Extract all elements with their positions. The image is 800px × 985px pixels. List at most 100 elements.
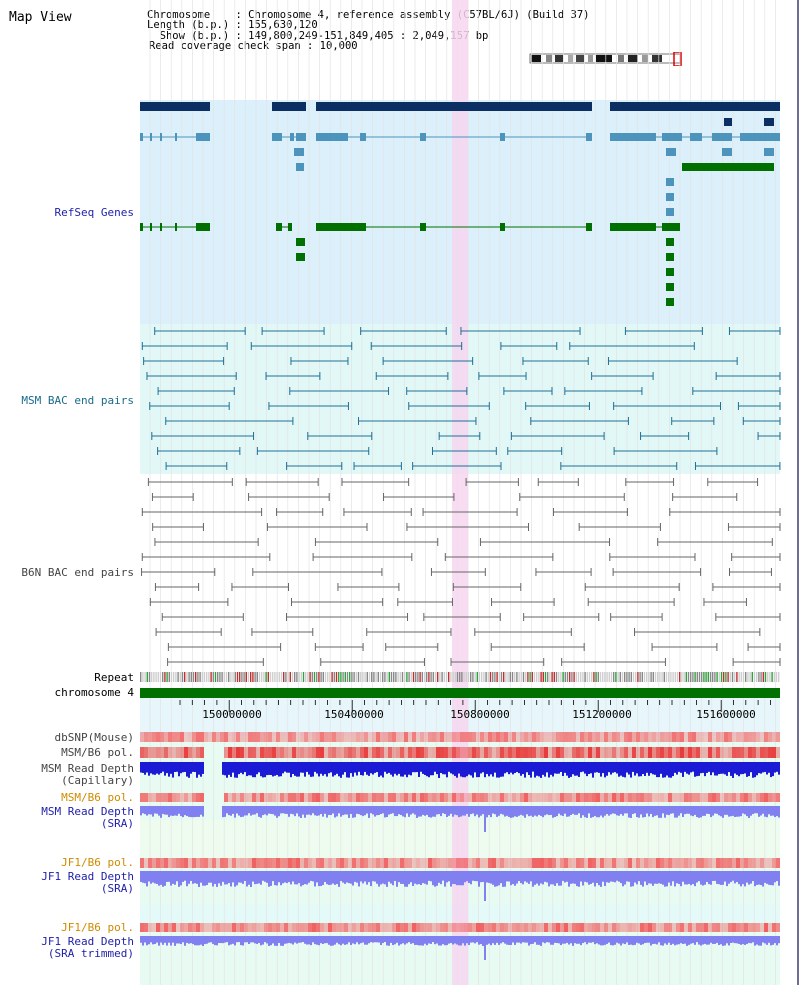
dbsnp-cell bbox=[720, 732, 724, 742]
jf1-pol-trim-cell bbox=[512, 923, 516, 932]
jf1-pol-trim-cell bbox=[360, 923, 364, 932]
jf1-trim-depth-bar bbox=[558, 936, 560, 944]
jf1-pol-trim-cell bbox=[220, 923, 224, 932]
msm-capillary-depth-bar bbox=[590, 762, 592, 774]
jf1-pol-cell bbox=[236, 858, 240, 868]
repeat-feature bbox=[558, 672, 560, 682]
msm-capillary-depth-bar bbox=[466, 762, 468, 777]
msm-pol-sra-cell bbox=[500, 793, 504, 802]
jf1-trim-depth-bar bbox=[456, 936, 458, 945]
dbsnp-cell bbox=[148, 732, 152, 742]
jf1-sra-depth-bar bbox=[148, 871, 150, 882]
jf1-trim-depth-bar bbox=[690, 936, 692, 944]
jf1-sra-depth-bar bbox=[674, 871, 676, 887]
jf1-sra-depth-bar bbox=[142, 871, 144, 883]
jf1-pol-cell bbox=[700, 858, 704, 868]
msm-capillary-depth-bar bbox=[270, 762, 272, 776]
repeat-feature bbox=[195, 672, 197, 682]
jf1-sra-depth-bar bbox=[450, 871, 452, 887]
msm-capillary-depth-bar bbox=[774, 762, 776, 773]
jf1-pol-cell bbox=[428, 858, 432, 868]
jf1-trim-depth-bar bbox=[540, 936, 542, 946]
jf1-trim-depth-bar bbox=[352, 936, 354, 944]
repeat-feature bbox=[547, 672, 549, 682]
dbsnp-cell bbox=[216, 732, 220, 742]
jf1-sra-depth-bar bbox=[216, 871, 218, 887]
jf1-sra-depth-bar bbox=[370, 871, 372, 887]
msm-sra-depth-bar bbox=[642, 806, 644, 818]
repeat-feature bbox=[514, 672, 516, 682]
msm-pol-cell bbox=[744, 747, 748, 758]
jf1-sra-depth-bar bbox=[164, 871, 166, 886]
msm-pol-sra-cell bbox=[680, 793, 684, 802]
repeat-feature bbox=[692, 672, 694, 682]
repeat-feature bbox=[753, 672, 756, 682]
msm-capillary-depth-bar bbox=[224, 762, 226, 776]
jf1-trim-depth-bar bbox=[592, 936, 594, 943]
jf1-pol-trim-cell bbox=[424, 923, 428, 932]
msm-capillary-depth-bar bbox=[342, 762, 344, 775]
msm-capillary-depth-bar bbox=[494, 762, 496, 773]
track-features[interactable] bbox=[140, 102, 781, 960]
repeat-feature bbox=[731, 672, 734, 682]
jf1-pol-trim-cell bbox=[632, 923, 636, 932]
jf1-pol-cell bbox=[396, 858, 400, 868]
jf1-trim-depth-bar bbox=[760, 936, 762, 946]
msm-capillary-depth-bar bbox=[152, 762, 154, 775]
msm-capillary-depth-bar bbox=[476, 762, 478, 778]
repeat-feature bbox=[566, 672, 569, 682]
jf1-sra-depth-bar bbox=[760, 871, 762, 886]
jf1-trim-depth-bar bbox=[306, 936, 308, 945]
jf1-trim-depth-bar bbox=[596, 936, 598, 944]
repeat-feature bbox=[575, 672, 577, 682]
jf1-sra-depth-bar bbox=[266, 871, 268, 883]
dbsnp-cell bbox=[628, 732, 632, 742]
dbsnp-cell bbox=[140, 732, 144, 742]
msm-capillary-depth-bar bbox=[756, 762, 758, 776]
repeat-feature bbox=[687, 672, 690, 682]
msm-pol-cell bbox=[240, 747, 244, 758]
msm-capillary-depth-bar bbox=[626, 762, 628, 773]
msm-sra-depth-bar bbox=[668, 806, 670, 816]
msm-capillary-depth-bar bbox=[532, 762, 534, 772]
jf1-trim-depth-bar bbox=[674, 936, 676, 946]
msm-sra-depth-bar bbox=[238, 806, 240, 816]
msm-capillary-depth-bar bbox=[402, 762, 404, 777]
msm-capillary-depth-bar bbox=[198, 762, 200, 775]
jf1-sra-depth-bar bbox=[712, 871, 714, 881]
jf1-pol-cell bbox=[500, 858, 504, 868]
selection-highlight[interactable] bbox=[452, 0, 468, 985]
msm-pol-sra-cell bbox=[620, 793, 624, 802]
jf1-trim-depth-bar bbox=[318, 936, 320, 946]
jf1-sra-depth-bar bbox=[470, 871, 472, 885]
msm-capillary-depth-bar bbox=[538, 762, 540, 777]
jf1-sra-depth-bar bbox=[730, 871, 732, 883]
repeat-feature bbox=[423, 672, 426, 682]
msm-capillary-depth-bar bbox=[226, 762, 228, 778]
jf1-sra-depth-bar bbox=[562, 871, 564, 881]
refseq-gene-exon bbox=[500, 223, 505, 231]
jf1-sra-depth-bar bbox=[768, 871, 770, 885]
msm-sra-depth-bar bbox=[662, 806, 664, 814]
jf1-trim-depth-bar bbox=[728, 936, 730, 946]
msm-capillary-depth-bar bbox=[408, 762, 410, 775]
jf1-pol-trim-cell bbox=[620, 923, 624, 932]
jf1-pol-cell bbox=[724, 858, 728, 868]
jf1-pol-trim-cell bbox=[184, 923, 188, 932]
msm-sra-depth-bar bbox=[748, 806, 750, 818]
jf1-trim-depth-bar bbox=[504, 936, 506, 944]
jf1-pol-trim-cell bbox=[720, 923, 724, 932]
msm-capillary-depth-bar bbox=[434, 762, 436, 772]
repeat-feature bbox=[540, 672, 542, 682]
jf1-pol-cell bbox=[732, 858, 736, 868]
msm-pol-label-1: MSM/B6 pol. bbox=[61, 746, 134, 759]
refseq-gene-exon bbox=[690, 133, 702, 141]
jf1-pol-trim-cell bbox=[660, 923, 664, 932]
jf1-sra-depth-bar bbox=[204, 871, 206, 886]
msm-capillary-depth-bar bbox=[170, 762, 172, 774]
msm-pol-cell bbox=[424, 747, 428, 758]
jf1-trim-depth-bar bbox=[308, 936, 310, 945]
jf1-pol-cell bbox=[484, 858, 488, 868]
msm-pol-sra-cell bbox=[764, 793, 768, 802]
